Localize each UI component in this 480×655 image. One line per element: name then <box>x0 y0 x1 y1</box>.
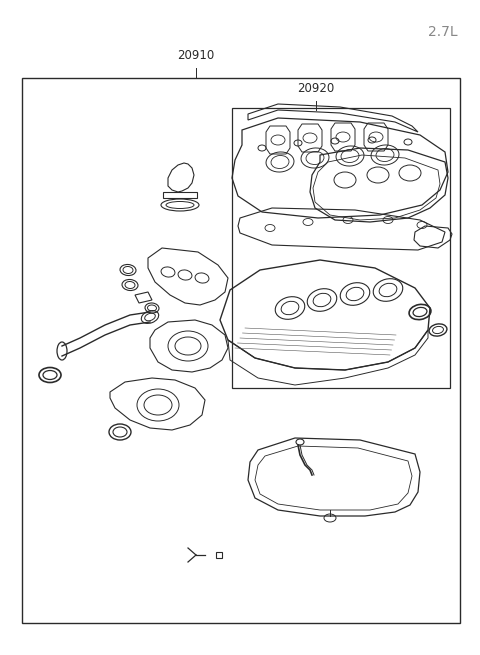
Text: 20910: 20910 <box>178 49 215 62</box>
Text: 2.7L: 2.7L <box>428 25 458 39</box>
Bar <box>232 108 450 388</box>
Bar <box>22 78 460 623</box>
Text: 20920: 20920 <box>298 82 335 95</box>
